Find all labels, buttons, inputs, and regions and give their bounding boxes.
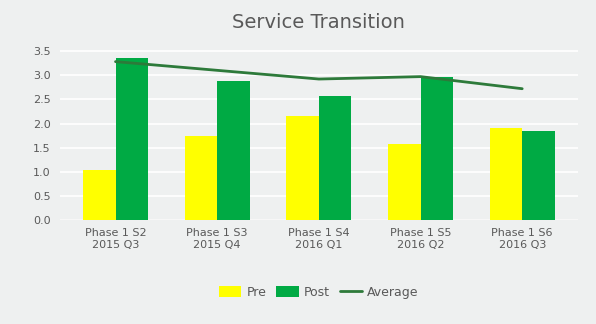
Bar: [319, 96, 352, 220]
Bar: [522, 131, 555, 220]
Bar: [388, 144, 421, 220]
Bar: [286, 116, 319, 220]
Bar: [490, 128, 522, 220]
Legend: Pre, Post, Average: Pre, Post, Average: [216, 283, 421, 301]
Bar: [421, 76, 453, 220]
Bar: [185, 136, 217, 220]
Bar: [116, 58, 148, 220]
Title: Service Transition: Service Transition: [232, 13, 405, 32]
Bar: [83, 169, 116, 220]
Bar: [217, 81, 250, 220]
